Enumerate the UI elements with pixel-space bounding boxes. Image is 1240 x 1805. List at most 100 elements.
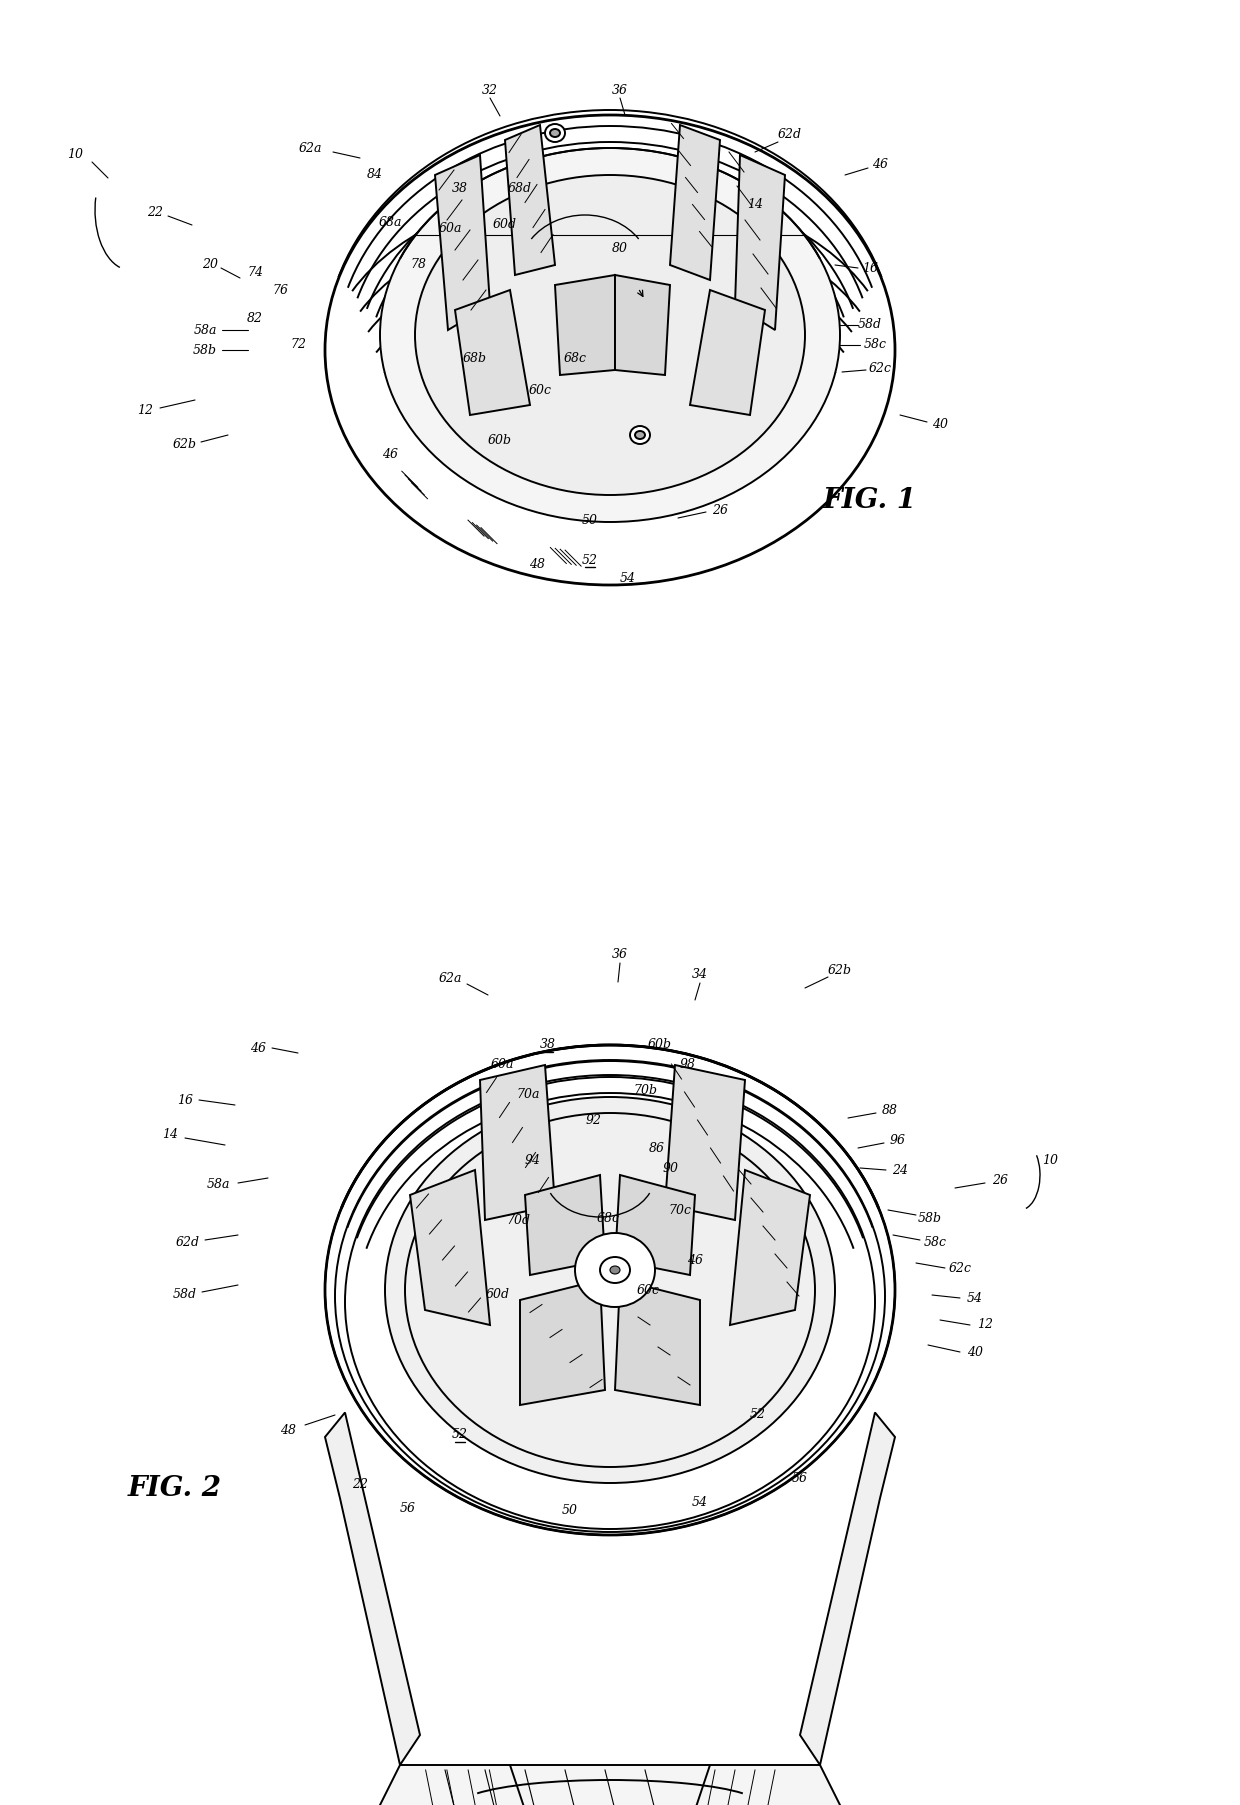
Text: 22: 22 (352, 1478, 368, 1491)
Ellipse shape (635, 431, 645, 439)
Text: 46: 46 (250, 1041, 267, 1054)
Polygon shape (670, 125, 720, 280)
Ellipse shape (575, 1233, 655, 1307)
Text: 96: 96 (890, 1134, 906, 1146)
Text: 56: 56 (401, 1502, 415, 1514)
Text: 68b: 68b (463, 352, 487, 365)
Text: 54: 54 (967, 1292, 983, 1305)
Ellipse shape (415, 175, 805, 495)
Text: 54: 54 (620, 572, 636, 585)
Text: 58c: 58c (863, 339, 887, 352)
Text: 62d: 62d (777, 128, 802, 141)
Text: 52: 52 (582, 554, 598, 567)
Polygon shape (730, 1170, 810, 1325)
Text: 60c: 60c (636, 1283, 660, 1296)
Text: 62b: 62b (828, 964, 852, 977)
Ellipse shape (551, 128, 560, 137)
Polygon shape (505, 125, 556, 274)
Text: 36: 36 (613, 83, 627, 96)
Text: 60d: 60d (494, 218, 517, 231)
Text: 16: 16 (177, 1094, 193, 1106)
Ellipse shape (379, 148, 839, 522)
Text: 60c: 60c (528, 383, 552, 397)
Polygon shape (410, 1170, 490, 1325)
Polygon shape (325, 1413, 420, 1765)
Text: 40: 40 (932, 419, 949, 431)
Polygon shape (556, 274, 615, 375)
Text: 10: 10 (1042, 1153, 1058, 1166)
Ellipse shape (610, 1265, 620, 1274)
Text: 46: 46 (872, 159, 888, 171)
Polygon shape (735, 155, 785, 330)
Text: 62a: 62a (438, 971, 461, 984)
Text: 62c: 62c (868, 361, 892, 374)
Text: 84: 84 (367, 168, 383, 182)
Text: 60d: 60d (486, 1289, 510, 1301)
Text: 34: 34 (692, 969, 708, 982)
Polygon shape (615, 274, 670, 375)
Ellipse shape (600, 1256, 630, 1283)
Ellipse shape (325, 1045, 895, 1534)
Text: 58d: 58d (858, 318, 882, 332)
Text: 62c: 62c (949, 1262, 971, 1274)
Text: 26: 26 (992, 1173, 1008, 1186)
Ellipse shape (630, 426, 650, 444)
Text: 70d: 70d (506, 1213, 529, 1227)
Text: 22: 22 (148, 206, 162, 220)
Text: 70b: 70b (632, 1083, 657, 1096)
Text: 60a: 60a (438, 222, 461, 235)
Text: 68a: 68a (378, 215, 402, 229)
Text: 50: 50 (582, 513, 598, 527)
Text: 94: 94 (525, 1153, 541, 1166)
Text: 14: 14 (162, 1128, 179, 1141)
Text: 74: 74 (247, 265, 263, 278)
Text: 62b: 62b (174, 439, 197, 451)
Text: 58c: 58c (924, 1235, 946, 1249)
Text: 50: 50 (562, 1504, 578, 1516)
Text: 10: 10 (67, 148, 83, 161)
Text: 46: 46 (687, 1253, 703, 1267)
Polygon shape (520, 1280, 605, 1404)
Polygon shape (455, 291, 529, 415)
Text: 58a: 58a (193, 323, 217, 336)
Text: 90: 90 (663, 1161, 680, 1175)
Text: 58b: 58b (918, 1211, 942, 1224)
Text: 12: 12 (977, 1318, 993, 1332)
Polygon shape (615, 1280, 701, 1404)
Polygon shape (435, 155, 490, 330)
Text: 12: 12 (136, 404, 153, 417)
Text: FIG. 2: FIG. 2 (128, 1475, 222, 1502)
Polygon shape (525, 1175, 605, 1274)
Text: 68c: 68c (596, 1211, 620, 1224)
Text: 92: 92 (587, 1114, 601, 1126)
Text: 88: 88 (882, 1103, 898, 1117)
Polygon shape (689, 291, 765, 415)
Text: 58b: 58b (193, 343, 217, 357)
Text: 62a: 62a (299, 141, 321, 155)
Text: FIG. 1: FIG. 1 (823, 487, 918, 513)
Text: 48: 48 (280, 1424, 296, 1437)
Text: 38: 38 (453, 182, 467, 195)
Text: 60a: 60a (490, 1058, 513, 1072)
Text: 40: 40 (967, 1345, 983, 1359)
Polygon shape (480, 1065, 556, 1220)
Ellipse shape (384, 1097, 835, 1484)
Text: 26: 26 (712, 504, 728, 516)
Text: 14: 14 (746, 199, 763, 211)
Text: 24: 24 (892, 1164, 908, 1177)
Text: 36: 36 (613, 948, 627, 962)
Text: 70c: 70c (668, 1204, 692, 1217)
Text: 48: 48 (529, 558, 546, 572)
Text: 60b: 60b (489, 433, 512, 446)
Text: 70a: 70a (516, 1088, 539, 1101)
Text: 54: 54 (692, 1496, 708, 1509)
Text: 58d: 58d (174, 1289, 197, 1301)
Text: 32: 32 (482, 83, 498, 96)
Polygon shape (665, 1065, 745, 1220)
Text: 78: 78 (410, 258, 427, 271)
Text: 46: 46 (382, 448, 398, 462)
Text: 16: 16 (862, 262, 878, 274)
Ellipse shape (546, 125, 565, 143)
Text: 62d: 62d (176, 1235, 200, 1249)
Text: 80: 80 (613, 242, 627, 255)
